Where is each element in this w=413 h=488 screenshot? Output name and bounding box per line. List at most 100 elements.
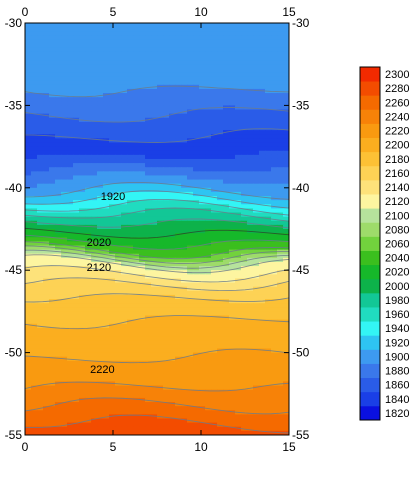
contour-band-cell — [187, 126, 194, 131]
colorbar-swatch-1820 — [360, 405, 380, 421]
contour-band-cell — [223, 35, 230, 41]
contour-band-cell — [157, 204, 164, 209]
contour-band-cell — [115, 80, 122, 86]
contour-band-cell — [127, 426, 134, 432]
contour-band-cell — [187, 303, 194, 308]
contour-band-cell — [85, 191, 92, 197]
contour-band-cell — [103, 406, 110, 411]
contour-band-cell — [61, 187, 68, 193]
contour-band-cell — [169, 187, 176, 193]
contour-band-cell — [151, 43, 158, 49]
contour-band-cell — [109, 410, 116, 415]
contour-band-cell — [145, 410, 152, 415]
contour-band-cell — [139, 381, 146, 387]
contour-band-cell — [121, 245, 128, 251]
contour-band-cell — [193, 430, 200, 435]
contour-band-cell — [271, 294, 278, 300]
contour-band-cell — [31, 385, 38, 391]
contour-band-cell — [55, 212, 62, 218]
contour-band-cell — [265, 278, 272, 284]
colorbar-label-1900: 1900 — [385, 351, 409, 363]
contour-band-cell — [199, 237, 206, 242]
contour-band-cell — [235, 68, 242, 74]
contour-band-cell — [247, 274, 254, 280]
contour-band-cell — [145, 130, 152, 135]
contour-band-cell — [199, 154, 206, 160]
contour-band-cell — [25, 68, 32, 74]
contour-band-cell — [229, 146, 236, 152]
contour-band-cell — [127, 397, 134, 403]
contour-band-cell — [31, 88, 38, 94]
contour-band-cell — [223, 373, 230, 378]
contour-band-cell — [187, 84, 194, 90]
contour-band-cell — [97, 364, 104, 370]
contour-band-cell — [193, 364, 200, 370]
contour-band-cell — [151, 113, 158, 119]
contour-band-cell — [67, 389, 74, 395]
contour-band-cell — [163, 430, 170, 435]
contour-band-cell — [229, 51, 236, 57]
y-tick-label-right: -45 — [292, 263, 310, 277]
contour-band-cell — [187, 150, 194, 156]
contour-band-cell — [259, 282, 266, 288]
contour-band-cell — [247, 43, 254, 49]
contour-band-cell — [103, 64, 110, 69]
contour-band-cell — [277, 212, 284, 218]
contour-band-cell — [277, 369, 284, 374]
contour-band-cell — [277, 303, 284, 308]
contour-band-cell — [253, 196, 260, 201]
contour-band-cell — [163, 286, 170, 292]
contour-band-cell — [259, 191, 266, 197]
contour-band-cell — [253, 35, 260, 41]
contour-band-cell — [157, 154, 164, 160]
contour-band-cell — [253, 200, 260, 205]
contour-band-cell — [193, 377, 200, 383]
contour-band-cell — [151, 340, 158, 345]
contour-band-cell — [241, 208, 248, 214]
contour-band-cell — [115, 406, 122, 411]
contour-band-cell — [223, 290, 230, 296]
contour-band-cell — [157, 336, 164, 341]
contour-band-cell — [121, 393, 128, 399]
contour-band-cell — [151, 327, 158, 333]
contour-band-cell — [235, 187, 242, 193]
contour-band-cell — [253, 55, 260, 61]
contour-band-cell — [133, 340, 140, 345]
contour-band-cell — [43, 163, 50, 168]
contour-band-cell — [163, 299, 170, 304]
contour-band-cell — [163, 290, 170, 296]
contour-band-cell — [25, 257, 32, 263]
contour-band-cell — [217, 369, 224, 374]
contour-band-cell — [67, 286, 74, 292]
contour-band-cell — [73, 241, 80, 247]
contour-band-cell — [109, 23, 116, 28]
contour-band-cell — [229, 332, 236, 337]
contour-band-cell — [37, 97, 44, 102]
contour-band-cell — [133, 150, 140, 156]
contour-band-cell — [49, 23, 56, 28]
contour-band-cell — [253, 348, 260, 354]
contour-band-cell — [97, 130, 104, 135]
contour-band-cell — [79, 261, 86, 267]
contour-band-cell — [253, 406, 260, 411]
contour-band-cell — [85, 121, 92, 127]
contour-band-cell — [175, 278, 182, 284]
contour-band-cell — [103, 196, 110, 201]
contour-band-cell — [151, 286, 158, 292]
contour-band-cell — [163, 348, 170, 354]
contour-band-cell — [217, 212, 224, 218]
contour-band-cell — [31, 253, 38, 259]
contour-band-cell — [97, 179, 104, 185]
contour-band-cell — [223, 364, 230, 370]
contour-band-cell — [97, 88, 104, 94]
contour-band-cell — [217, 397, 224, 403]
contour-band-cell — [97, 266, 104, 271]
contour-line-2220 — [25, 348, 289, 364]
contour-band-cell — [121, 286, 128, 292]
y-tick-label-right: -50 — [292, 346, 310, 360]
contour-band-cell — [67, 229, 74, 234]
contour-band-cell — [133, 224, 140, 230]
contour-band-cell — [181, 274, 188, 280]
contour-band-cell — [37, 105, 44, 111]
contour-band-cell — [79, 158, 86, 164]
